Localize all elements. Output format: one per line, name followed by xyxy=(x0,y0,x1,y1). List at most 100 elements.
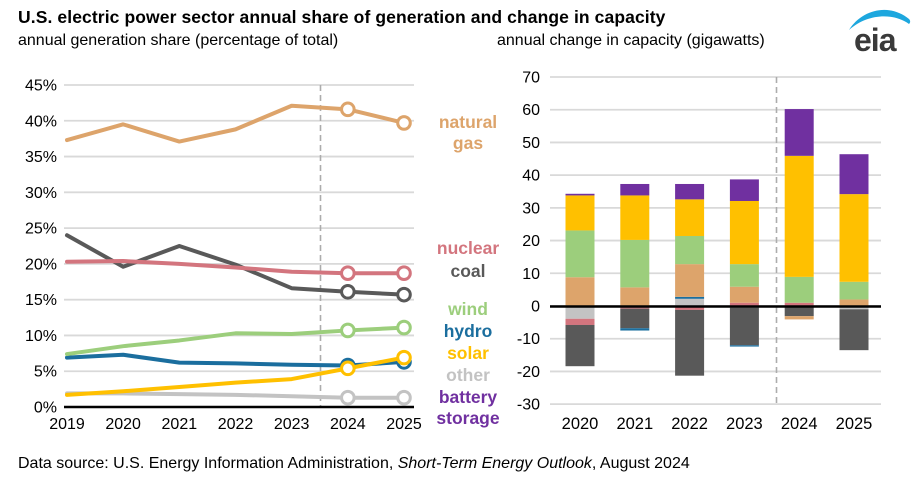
forecast-point-marker xyxy=(396,286,412,303)
page-title: U.S. electric power sector annual share … xyxy=(18,7,666,27)
bar-segment-battery-storage xyxy=(620,183,650,196)
axis-label: 2019 xyxy=(49,416,85,433)
bar-segment-nuclear xyxy=(675,306,705,310)
bar-segment-coal xyxy=(784,306,814,317)
axis-label: -30 xyxy=(517,397,540,414)
axis-label: 2023 xyxy=(274,416,310,433)
axis-label: 2025 xyxy=(386,416,422,433)
bar-segment-solar xyxy=(620,195,650,240)
axis-label: 2021 xyxy=(616,415,653,433)
stacked-bar-2021 xyxy=(620,183,650,331)
axis-label: 2020 xyxy=(105,416,141,433)
data-source-prefix: Data source: U.S. Energy Information Adm… xyxy=(18,455,398,472)
axis-label: 50 xyxy=(522,135,540,152)
forecast-point-marker xyxy=(340,360,356,377)
axis-label: 2022 xyxy=(218,416,254,433)
axis-label: 20% xyxy=(25,256,57,273)
generation-chart-subtitle: annual generation share (percentage of t… xyxy=(18,32,339,49)
stacked-bar-2025 xyxy=(839,154,869,351)
axis-label: 2024 xyxy=(330,416,366,433)
stacked-bar-2023 xyxy=(729,179,759,347)
axis-label: 25% xyxy=(25,221,57,238)
bar-segment-solar xyxy=(565,195,595,231)
axis-label: 2020 xyxy=(562,415,599,433)
bar-segment-battery-storage xyxy=(675,183,705,200)
line-series-other xyxy=(65,389,412,406)
line-series-hydro xyxy=(65,352,412,374)
forecast-point-marker xyxy=(340,322,356,339)
axis-label: 40% xyxy=(25,113,57,130)
bar-segment-natural-gas xyxy=(620,287,650,306)
eia-logo-swoosh-icon xyxy=(849,9,911,30)
bar-segment-nuclear xyxy=(784,302,814,306)
bar-segment-coal xyxy=(565,324,595,367)
axis-label: 10% xyxy=(25,328,57,345)
bar-segment-natural-gas xyxy=(729,286,759,303)
axis-label: 5% xyxy=(34,364,57,381)
line-series-coal xyxy=(65,233,412,303)
bar-segment-coal xyxy=(839,309,869,351)
axis-label: 30 xyxy=(522,200,540,217)
bar-segment-natural-gas xyxy=(565,277,595,306)
line-series-nuclear xyxy=(65,259,412,281)
bar-segment-nuclear xyxy=(729,302,759,306)
forecast-point-marker xyxy=(340,265,356,281)
bar-segment-coal xyxy=(675,309,705,376)
bar-segment-natural-gas xyxy=(675,264,705,297)
bar-segment-hydro xyxy=(729,345,759,347)
bar-segment-coal xyxy=(729,307,759,346)
forecast-point-marker xyxy=(396,115,412,131)
axis-label: 0% xyxy=(34,400,57,417)
bar-segment-hydro xyxy=(675,296,705,299)
forecast-point-marker xyxy=(340,101,356,118)
forecast-point-marker xyxy=(340,283,356,300)
forecast-point-marker xyxy=(396,349,412,366)
bar-segment-wind xyxy=(565,230,595,278)
bar-segment-wind xyxy=(620,239,650,288)
bar-segment-other xyxy=(675,298,705,306)
axis-label: -20 xyxy=(517,364,540,381)
forecast-point-marker xyxy=(340,389,356,406)
eia-logo: eia xyxy=(846,5,912,58)
bar-segment-natural-gas xyxy=(784,316,814,320)
bar-segment-battery-storage xyxy=(784,109,814,156)
eia-logo-text: eia xyxy=(854,22,897,57)
axis-label: 20 xyxy=(522,233,540,250)
data-line xyxy=(65,233,406,297)
data-source-suffix: , August 2024 xyxy=(591,455,690,472)
axis-label: 2025 xyxy=(836,415,873,433)
axis-label: 15% xyxy=(25,292,57,309)
bar-segment-other xyxy=(565,306,595,319)
capacity-change-bar-chart: -30 -20 -10 0 10 20 30 40 50 60 70 2020 2021 2022 2023… xyxy=(517,70,881,433)
bar-segment-coal xyxy=(620,308,650,329)
bar-segment-hydro xyxy=(620,328,650,331)
line-series-wind xyxy=(65,319,412,357)
stacked-bar-2020 xyxy=(565,193,595,367)
axis-label: 30% xyxy=(25,185,57,202)
bar-segment-solar xyxy=(784,155,814,277)
forecast-point-marker xyxy=(396,265,412,281)
axis-label: -10 xyxy=(517,331,540,348)
generation-share-line-chart: 0% 5% 10% 15% 20% 25% 30% 35% 40% 45% 2019 2020 2021… xyxy=(25,78,422,434)
bar-segment-wind xyxy=(729,264,759,287)
line-series-solar xyxy=(65,349,412,397)
forecast-point-marker xyxy=(396,319,412,336)
bar-segment-wind xyxy=(784,276,814,303)
axis-label: 2024 xyxy=(781,415,818,433)
axis-label: 10 xyxy=(522,266,540,283)
axis-label: 2023 xyxy=(726,415,763,433)
axis-label: 40 xyxy=(522,168,540,185)
bar-segment-solar xyxy=(729,200,759,265)
forecast-point-marker xyxy=(396,389,412,406)
axis-label: 2021 xyxy=(162,416,198,433)
bar-segment-wind xyxy=(839,281,869,300)
line-series-natural-gas xyxy=(65,101,412,144)
bar-segment-solar xyxy=(675,199,705,236)
stacked-bar-2024 xyxy=(784,109,814,320)
axis-label: 2022 xyxy=(671,415,708,433)
bar-segment-battery-storage xyxy=(729,179,759,201)
data-source-publication: Short-Term Energy Outlook xyxy=(397,455,592,472)
axis-label: 60 xyxy=(522,102,540,119)
bar-segment-battery-storage xyxy=(839,154,869,195)
axis-label: 0 xyxy=(531,299,540,316)
